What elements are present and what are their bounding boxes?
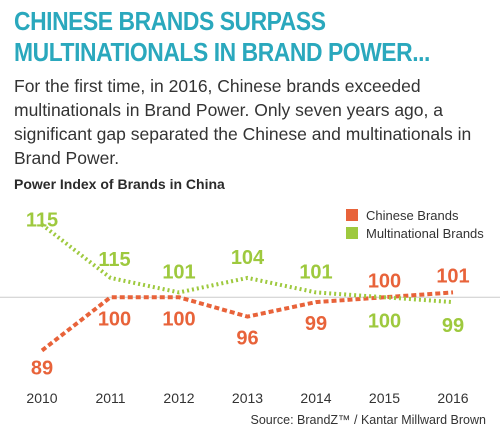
data-label-chinese-2010: 89 bbox=[31, 357, 53, 379]
legend-label-chinese: Chinese Brands bbox=[366, 207, 459, 223]
chart-legend: Chinese Brands Multinational Brands bbox=[346, 206, 484, 242]
legend-label-multinational: Multinational Brands bbox=[366, 225, 484, 241]
data-label-multinational-2012: 101 bbox=[162, 261, 195, 283]
data-label-multinational-2015: 100 bbox=[368, 310, 401, 332]
data-label-multinational-2011: 115 bbox=[98, 249, 130, 271]
x-tick-label-2011: 2011 bbox=[95, 390, 125, 406]
intro-paragraph: For the first time, in 2016, Chinese bra… bbox=[14, 76, 472, 168]
legend-item-multinational: Multinational Brands bbox=[346, 224, 484, 242]
chart-title: Power Index of Brands in China bbox=[14, 176, 225, 192]
x-tick-label-2014: 2014 bbox=[300, 390, 331, 406]
data-label-chinese-2015: 100 bbox=[368, 270, 401, 292]
data-label-multinational-2013: 104 bbox=[231, 247, 265, 269]
x-tick-label-2013: 2013 bbox=[232, 390, 263, 406]
series-line-multinational bbox=[40, 223, 454, 305]
legend-swatch-multinational bbox=[346, 227, 358, 239]
data-label-multinational-2014: 101 bbox=[299, 261, 332, 283]
data-label-chinese-2011: 100 bbox=[98, 308, 131, 330]
data-label-chinese-2016: 101 bbox=[436, 265, 469, 287]
series-line-chinese bbox=[40, 290, 454, 353]
data-label-multinational-2010: 115 bbox=[26, 210, 58, 232]
line-chart: 89 100 100 96 99 100 101 115 115 101 104 101 100 99 20… bbox=[0, 210, 500, 406]
x-tick-label-2012: 2012 bbox=[163, 390, 194, 406]
data-label-chinese-2012: 100 bbox=[162, 308, 195, 330]
data-label-chinese-2014: 99 bbox=[305, 313, 327, 335]
x-tick-label-2010: 2010 bbox=[26, 390, 57, 406]
legend-swatch-chinese bbox=[346, 209, 358, 221]
data-label-multinational-2016: 99 bbox=[442, 315, 464, 337]
headline: Chinese brands surpass multinationals in… bbox=[14, 6, 430, 67]
x-tick-label-2015: 2015 bbox=[369, 390, 400, 406]
source-note: Source: BrandZ™ / Kantar Millward Brown bbox=[250, 413, 486, 427]
x-tick-label-2016: 2016 bbox=[437, 390, 468, 406]
legend-item-chinese: Chinese Brands bbox=[346, 206, 484, 224]
data-label-chinese-2013: 96 bbox=[236, 328, 258, 350]
